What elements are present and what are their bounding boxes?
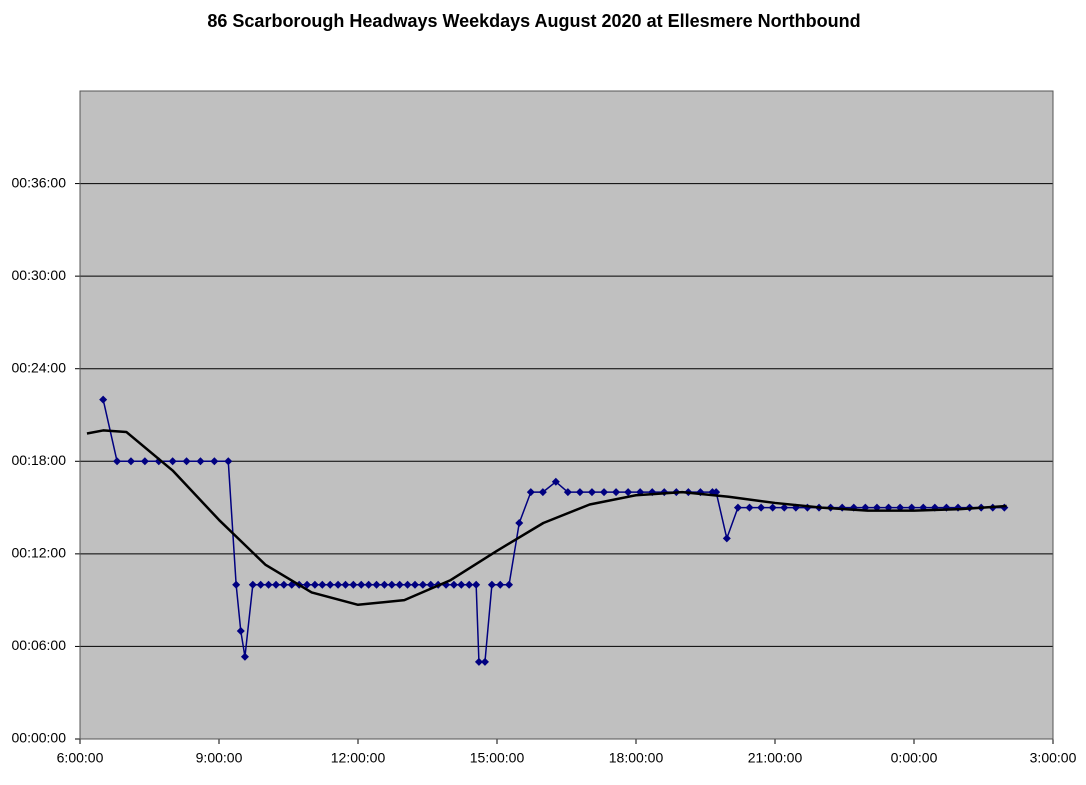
data-point — [418, 580, 427, 589]
data-point — [780, 503, 789, 512]
data-point — [126, 457, 135, 466]
series-line — [86, 429, 1007, 607]
data-point — [480, 657, 489, 666]
data-point — [465, 580, 474, 589]
data-point — [140, 457, 149, 466]
data-point — [182, 457, 191, 466]
data-point — [575, 488, 584, 497]
data-point — [224, 457, 233, 466]
data-point — [768, 503, 777, 512]
data-point — [515, 519, 524, 527]
y-tick-label: 00:24:00 — [12, 359, 67, 375]
data-point — [587, 488, 596, 497]
data-point — [99, 395, 108, 404]
data-point — [457, 580, 466, 589]
y-tick-label: 00:06:00 — [12, 637, 67, 653]
data-point — [624, 488, 633, 497]
data-point — [310, 580, 319, 589]
data-point — [380, 580, 389, 589]
data-point — [487, 580, 496, 589]
data-point — [256, 580, 265, 589]
data-point — [387, 580, 396, 589]
data-point — [271, 580, 280, 589]
data-point — [210, 457, 219, 466]
data-point — [449, 580, 458, 589]
data-point — [722, 534, 731, 543]
y-tick-label: 00:30:00 — [12, 267, 67, 283]
data-point — [551, 477, 560, 486]
data-point — [240, 652, 249, 661]
x-tick-label: 21:00:00 — [748, 750, 803, 766]
data-point — [757, 503, 766, 512]
data-point — [563, 488, 572, 497]
data-point — [196, 457, 205, 466]
data-point — [341, 580, 350, 589]
data-point — [232, 580, 241, 589]
data-point — [113, 457, 122, 466]
y-tick-label: 00:36:00 — [12, 174, 67, 190]
plot-border — [79, 90, 1054, 740]
x-tick-label: 15:00:00 — [470, 750, 525, 766]
data-point — [372, 580, 381, 589]
y-tick-label: 00:12:00 — [12, 545, 67, 561]
data-point — [248, 580, 257, 589]
data-point — [403, 580, 412, 589]
data-point — [395, 580, 404, 589]
data-point — [318, 580, 327, 589]
x-tick-label: 12:00:00 — [331, 750, 386, 766]
data-point — [236, 627, 245, 635]
data-point — [334, 580, 343, 589]
x-tick-label: 3:00:00 — [1030, 750, 1077, 766]
data-point — [410, 580, 419, 589]
data-point — [538, 488, 547, 497]
data-point — [264, 580, 273, 589]
data-point — [612, 488, 621, 497]
data-point — [496, 580, 505, 589]
data-point — [364, 580, 373, 589]
y-tick-label: 00:00:00 — [12, 730, 67, 746]
data-point — [326, 580, 335, 589]
plot-area — [80, 91, 1053, 739]
data-point — [474, 657, 483, 666]
data-point — [279, 580, 288, 589]
x-tick-label: 6:00:00 — [57, 750, 104, 766]
chart-title: 86 Scarborough Headways Weekdays August … — [207, 11, 860, 31]
y-tick-label: 00:18:00 — [12, 452, 67, 468]
data-point — [745, 503, 754, 512]
data-point — [168, 457, 177, 466]
data-point — [600, 488, 609, 497]
x-tick-label: 9:00:00 — [196, 750, 243, 766]
data-point — [303, 580, 312, 589]
data-point — [733, 503, 742, 512]
data-point — [357, 580, 366, 589]
x-tick-label: 0:00:00 — [891, 750, 938, 766]
data-point — [472, 580, 481, 589]
data-point — [505, 580, 514, 589]
data-point — [349, 580, 358, 589]
x-tick-label: 18:00:00 — [609, 750, 664, 766]
data-point — [526, 488, 535, 497]
